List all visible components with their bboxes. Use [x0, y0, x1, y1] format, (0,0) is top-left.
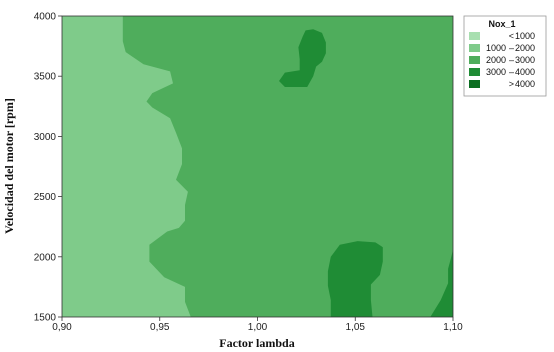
region-1000-2000 — [62, 16, 191, 317]
legend-swatch — [469, 56, 480, 64]
x-tick-label: 1,00 — [248, 322, 268, 333]
y-tick-label: 4000 — [34, 12, 57, 23]
x-axis-ticks: 0,90 0,95 1,00 1,05 1,10 — [52, 317, 463, 333]
x-tick-label: 1,10 — [443, 322, 463, 333]
y-tick-label: 3000 — [34, 132, 57, 143]
legend-swatch — [469, 32, 480, 40]
y-tick-label: 1500 — [34, 313, 57, 324]
x-tick-label: 1,05 — [346, 322, 366, 333]
legend-swatch — [469, 68, 480, 76]
legend-range-low: 2000 — [486, 55, 506, 65]
legend-range-dash: – — [509, 67, 514, 77]
y-tick-label: 2000 — [34, 252, 57, 263]
legend-range-high: 4000 — [515, 67, 535, 77]
contour-regions — [62, 16, 453, 317]
region-3000-4000-bottom-right — [430, 249, 453, 317]
legend-title: Nox_1 — [488, 19, 515, 29]
legend-operator: > — [509, 79, 514, 89]
y-tick-label: 2500 — [34, 192, 57, 203]
legend-swatch — [469, 80, 480, 88]
legend-operator: < — [509, 31, 514, 41]
legend-range-dash: – — [509, 43, 514, 53]
legend-range-high: 3000 — [515, 55, 535, 65]
legend-value: 4000 — [515, 79, 535, 89]
y-axis-title: Velocidad del motor [rpm] — [2, 98, 16, 234]
legend-range-dash: – — [509, 55, 514, 65]
legend-range-high: 2000 — [515, 43, 535, 53]
region-3000-4000-bottom-center — [327, 241, 383, 317]
y-axis-ticks: 1500 2000 2500 3000 3500 4000 — [34, 12, 62, 324]
legend-range-low: 3000 — [486, 67, 506, 77]
region-3000-4000-top — [279, 29, 326, 87]
legend-range-low: 1000 — [486, 43, 506, 53]
plot-area — [61, 15, 454, 318]
x-tick-label: 0,90 — [52, 322, 72, 333]
x-tick-label: 0,95 — [150, 322, 170, 333]
y-tick-label: 3500 — [34, 72, 57, 83]
legend-swatch — [469, 44, 480, 52]
legend-value: 1000 — [515, 31, 535, 41]
x-axis-title: Factor lambda — [219, 336, 294, 350]
